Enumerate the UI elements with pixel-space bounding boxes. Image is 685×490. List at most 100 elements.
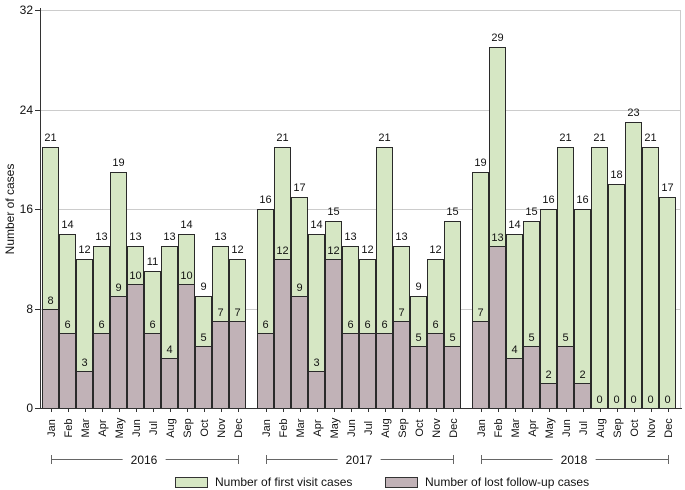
x-label-2018-Oct: Oct <box>628 419 641 437</box>
bar-lost-followup-2016-Feb <box>59 333 76 408</box>
x-tick <box>169 408 171 412</box>
bar-lost-followup-2018-Mar <box>506 358 523 408</box>
x-tick <box>265 408 267 412</box>
legend-label-lost-followup: Number of lost follow-up cases <box>425 475 590 489</box>
x-tick <box>350 408 352 412</box>
bar-lost-followup-2016-May <box>110 296 127 408</box>
x-label-2018-Aug: Aug <box>594 418 607 438</box>
bar-value-lost-followup: 5 <box>200 331 207 344</box>
x-tick <box>316 408 318 412</box>
x-label-2018-Jun: Jun <box>560 419 573 437</box>
bar-lost-followup-2017-Mar <box>291 296 308 408</box>
bar-first-visit-2017-Apr <box>308 233 325 408</box>
bar-value-first-visit: 13 <box>214 231 227 244</box>
year-bracket-tick <box>452 455 454 464</box>
bar-value-first-visit: 13 <box>95 231 108 244</box>
x-tick <box>514 408 516 412</box>
bar-value-lost-followup: 6 <box>432 319 439 332</box>
x-tick <box>435 408 437 412</box>
bar-value-lost-followup: 9 <box>115 282 122 295</box>
bar-lost-followup-2017-Nov <box>427 333 444 408</box>
x-label-2016-Apr: Apr <box>96 419 109 437</box>
year-label-2018: 2018 <box>552 453 596 467</box>
year-bracket-tick <box>667 455 669 464</box>
bar-lost-followup-2016-Aug <box>161 358 178 408</box>
x-label-2016-Jul: Jul <box>147 420 160 436</box>
x-tick <box>152 408 154 412</box>
x-tick <box>667 408 669 412</box>
bar-value-lost-followup: 0 <box>630 394 637 406</box>
bar-value-first-visit: 13 <box>395 231 408 244</box>
x-label-2017-Jan: Jan <box>260 419 273 437</box>
x-tick <box>333 408 335 412</box>
x-tick <box>384 408 386 412</box>
bar-value-lost-followup: 5 <box>415 331 422 344</box>
bar-value-lost-followup: 6 <box>347 319 354 332</box>
x-tick <box>50 408 52 412</box>
year-bracket-tick <box>50 455 52 464</box>
bar-lost-followup-2017-Jul <box>359 333 376 408</box>
bar-value-lost-followup: 0 <box>664 394 671 406</box>
bar-lost-followup-2016-Mar <box>76 370 93 408</box>
bar-value-first-visit: 19 <box>474 156 487 169</box>
bar-value-lost-followup: 5 <box>528 331 535 344</box>
bar-value-lost-followup: 12 <box>276 244 289 257</box>
bar-lost-followup-2016-Oct <box>195 345 212 408</box>
x-label-2016-Mar: Mar <box>79 418 92 438</box>
bar-lost-followup-2018-Jun <box>557 345 574 408</box>
x-tick <box>548 408 550 412</box>
legend-swatch-first-visit-icon <box>175 476 208 488</box>
bar-value-lost-followup: 10 <box>129 269 142 282</box>
y-tick-label-32: 32 <box>19 3 33 17</box>
bar-value-lost-followup: 3 <box>81 356 88 369</box>
bar-lost-followup-2016-Apr <box>93 333 110 408</box>
y-axis-line <box>40 8 41 409</box>
bar-lost-followup-2018-Apr <box>523 345 540 408</box>
bar-value-first-visit: 21 <box>593 131 606 144</box>
x-label-2017-May: May <box>328 417 341 439</box>
bar-value-first-visit: 12 <box>231 243 244 256</box>
bar-value-lost-followup: 7 <box>398 306 405 319</box>
bar-value-first-visit: 19 <box>112 156 125 169</box>
y-tick-label-16: 16 <box>19 202 33 216</box>
x-tick <box>299 408 301 412</box>
bar-lost-followup-2017-Feb <box>274 258 291 408</box>
bar-value-lost-followup: 3 <box>313 356 320 369</box>
bar-value-lost-followup: 6 <box>64 319 71 332</box>
x-tick <box>633 408 635 412</box>
x-tick <box>599 408 601 412</box>
bar-value-first-visit: 21 <box>378 131 391 144</box>
bar-lost-followup-2017-Apr <box>308 370 325 408</box>
y-tick-label-8: 8 <box>26 301 33 316</box>
gridline-24 <box>40 109 680 111</box>
bar-value-first-visit: 15 <box>446 206 459 219</box>
bar-lost-followup-2016-Jan <box>42 308 59 408</box>
bar-lost-followup-2018-Jan <box>472 320 489 408</box>
x-tick <box>84 408 86 412</box>
x-label-2017-Dec: Dec <box>447 418 460 438</box>
x-label-2016-Aug: Aug <box>164 418 177 438</box>
bar-value-lost-followup: 10 <box>180 269 193 282</box>
bar-value-first-visit: 21 <box>644 131 657 144</box>
bar-value-first-visit: 12 <box>429 243 442 256</box>
x-label-2017-Nov: Nov <box>430 418 443 438</box>
bar-value-first-visit: 16 <box>542 194 555 206</box>
x-tick <box>101 408 103 412</box>
bar-value-lost-followup: 9 <box>296 282 303 295</box>
bar-first-visit-2018-Sep <box>608 184 625 408</box>
x-label-2018-Jan: Jan <box>475 419 488 437</box>
x-label-2018-Nov: Nov <box>645 418 658 438</box>
bar-lost-followup-2018-May <box>540 383 557 408</box>
bar-value-lost-followup: 2 <box>545 369 552 382</box>
bar-lost-followup-2016-Sep <box>178 283 195 408</box>
bar-first-visit-2018-Jun <box>557 146 574 408</box>
bar-value-first-visit: 29 <box>491 32 504 45</box>
bar-lost-followup-2016-Jun <box>127 283 144 408</box>
year-bracket-tick <box>480 455 482 464</box>
bar-first-visit-2018-May <box>540 209 557 408</box>
bar-value-first-visit: 14 <box>310 218 323 231</box>
x-label-2016-Jan: Jan <box>45 419 58 437</box>
x-label-2018-Sep: Sep <box>611 418 624 438</box>
year-bracket-tick <box>237 455 239 464</box>
x-label-2016-Sep: Sep <box>181 418 194 438</box>
